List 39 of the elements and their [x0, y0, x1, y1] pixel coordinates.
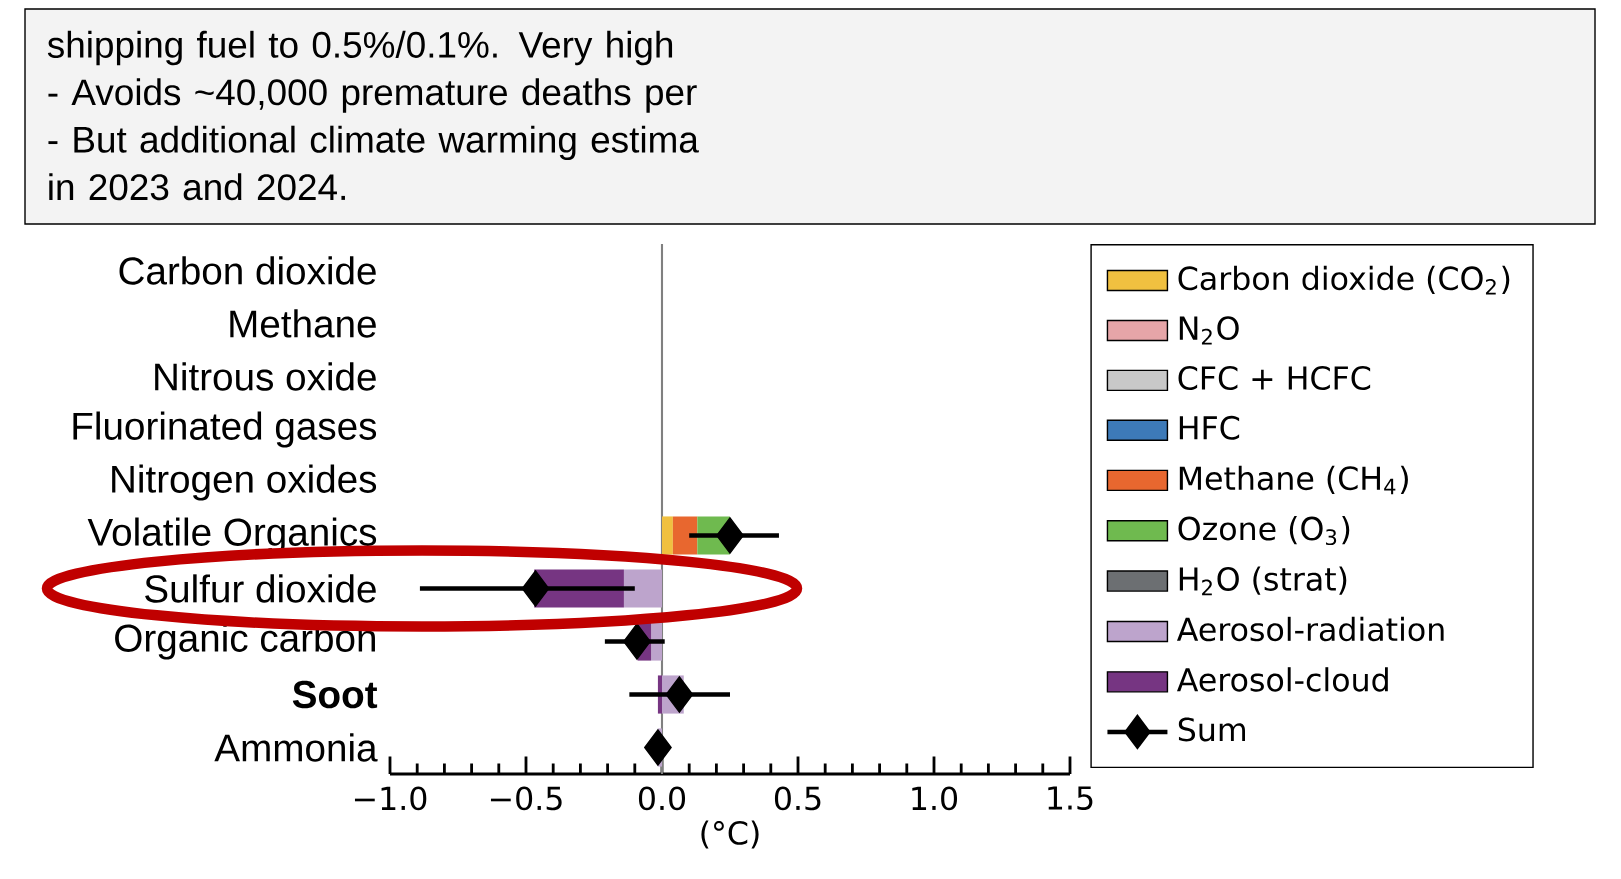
x-axis-title: (°C)	[701, 820, 759, 849]
point	[716, 517, 744, 554]
point	[644, 729, 672, 766]
legend-label: Carbon dioxide (CO$_{2}$)	[1178, 265, 1510, 295]
point	[665, 676, 694, 713]
legend-label: Aerosol-cloud	[1176, 667, 1388, 692]
legend-label: N$_{2}$O	[1179, 316, 1239, 345]
legend-label: HFC	[1179, 415, 1240, 440]
x-tick-label: 0.0	[638, 786, 686, 811]
y-tick-label: Volatile Organics	[87, 517, 377, 554]
legend-label: Ozone (O$_{3}$)	[1178, 516, 1350, 546]
x-tick-label: 1.5	[1048, 786, 1093, 810]
bar	[661, 516, 673, 555]
x-tick-label: −0.5	[490, 786, 562, 811]
bar	[623, 569, 662, 608]
legend-label: Sum	[1178, 717, 1245, 742]
y-tick-label: Nitrous oxide	[155, 362, 376, 391]
text: in 2023 and 2024.	[49, 173, 345, 201]
x-tick-label: −1.0	[354, 786, 427, 811]
y-tick-label: Methane	[230, 309, 376, 338]
x-tick-label: 0.5	[774, 786, 821, 811]
bar	[672, 516, 698, 555]
point	[521, 570, 550, 607]
y-tick-label: Carbon dioxide	[119, 256, 376, 285]
point	[623, 623, 651, 660]
text: shipping fuel to 0.5%/0.1%. Very high	[47, 30, 673, 66]
legend-label: Aerosol-radiation	[1176, 616, 1444, 642]
y-tick-label: Ammonia	[214, 733, 378, 762]
y-tick-label: Fluorinated gases	[73, 411, 377, 448]
y-tick-label: Nitrogen oxides	[112, 464, 377, 501]
legend-label: CFC + HCFC	[1178, 366, 1371, 390]
text: - But additional climate warming estima	[48, 125, 699, 161]
legend-label: Methane (CH$_{4}$)	[1179, 465, 1408, 495]
legend-label: H$_{2}$O (strat)	[1179, 566, 1347, 596]
y-tick-label: Soot	[292, 680, 378, 709]
y-tick-label: Sulfur dioxide	[145, 574, 376, 603]
x-tick-label: 1.0	[912, 786, 958, 811]
text: - Avoids ~40,000 premature deaths per	[48, 78, 697, 113]
y-tick-label: Organic carbon	[115, 623, 375, 660]
